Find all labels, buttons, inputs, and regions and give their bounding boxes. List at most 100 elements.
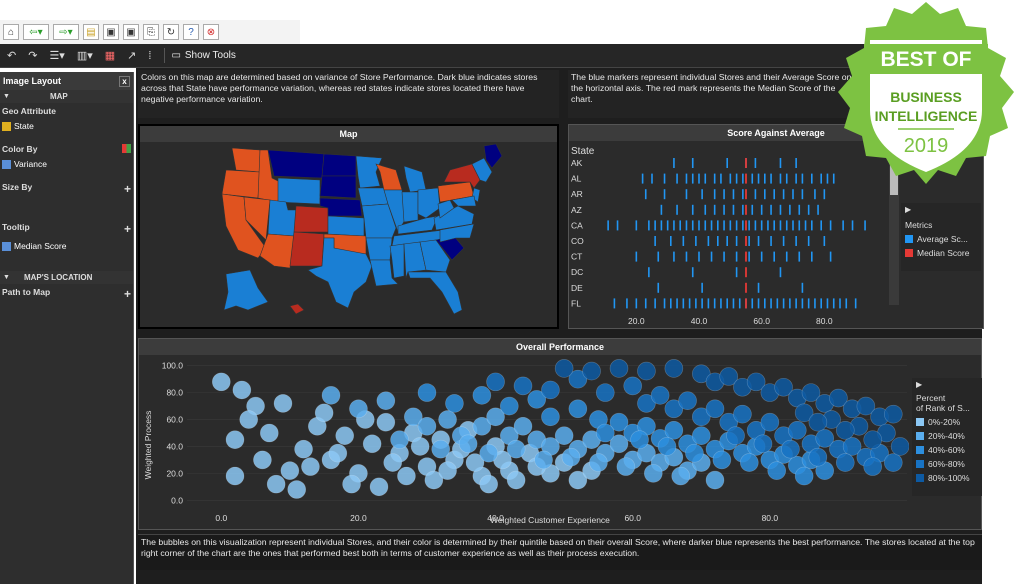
store-marker[interactable] [832,298,835,309]
back-icon[interactable]: ⇦▾ [23,24,49,40]
store-marker[interactable] [704,220,707,231]
store-marker[interactable] [691,158,694,168]
store-bubble[interactable] [239,410,259,429]
store-bubble[interactable] [835,453,855,472]
store-bubble[interactable] [664,359,684,378]
store-marker[interactable] [754,158,757,168]
store-bubble[interactable] [808,447,828,467]
store-bubble[interactable] [753,434,773,454]
refresh-icon[interactable]: ↻ [163,24,179,40]
save-as-icon[interactable]: ▣ [123,24,139,40]
store-bubble[interactable] [568,369,588,389]
store-marker[interactable] [682,236,685,246]
store-marker[interactable] [760,204,763,215]
store-bubble[interactable] [506,439,526,459]
store-marker[interactable] [826,298,829,309]
store-marker[interactable] [823,236,826,246]
undo-icon[interactable]: ↶ [7,50,17,62]
store-marker[interactable] [726,236,728,246]
color-picker-icon[interactable] [122,144,131,153]
store-marker[interactable] [644,189,647,200]
store-marker[interactable] [742,204,744,215]
store-marker[interactable] [851,220,854,231]
store-marker[interactable] [651,173,653,184]
store-bubble[interactable] [424,470,444,490]
store-marker[interactable] [616,220,619,231]
store-marker[interactable] [710,251,713,262]
redo-icon[interactable]: ↷ [28,50,38,62]
store-marker[interactable] [757,282,760,293]
state-wv[interactable] [437,199,455,219]
store-bubble[interactable] [527,390,547,409]
store-bubble[interactable] [321,386,341,405]
state-me[interactable] [483,143,503,169]
store-marker[interactable] [779,204,782,215]
store-marker[interactable] [685,173,688,184]
store-marker[interactable] [682,298,685,309]
store-marker[interactable] [735,173,738,184]
store-marker[interactable] [720,173,722,184]
store-marker[interactable] [688,298,691,309]
store-bubble[interactable] [630,430,649,450]
store-marker[interactable] [807,204,810,215]
store-bubble[interactable] [835,421,855,440]
store-marker[interactable] [720,298,722,309]
store-marker[interactable] [764,189,766,200]
store-bubble[interactable] [616,457,636,476]
store-marker[interactable] [673,220,675,231]
store-bubble[interactable] [609,434,629,454]
store-marker[interactable] [801,173,804,184]
store-bubble[interactable] [328,443,348,463]
state-mi[interactable] [403,165,427,193]
legend-item[interactable]: 40%-60% [916,445,978,455]
state-nd[interactable] [321,153,357,177]
performance-panel[interactable]: Overall Performance Weighted Process Wei… [138,338,982,530]
store-bubble[interactable] [362,434,382,454]
store-bubble[interactable] [390,430,409,450]
save-icon[interactable]: ▣ [103,24,119,40]
store-marker[interactable] [695,298,697,309]
store-bubble[interactable] [739,453,759,472]
store-marker[interactable] [779,158,782,168]
store-bubble[interactable] [595,423,615,443]
color-by-item[interactable]: Variance [0,157,133,171]
store-marker[interactable] [770,204,772,215]
add-tooltip-icon[interactable]: + [123,222,131,236]
store-marker[interactable] [691,173,694,184]
store-bubble[interactable] [287,480,307,499]
state-mn[interactable] [355,155,383,189]
store-marker[interactable] [789,298,791,309]
store-bubble[interactable] [691,364,711,384]
store-bubble[interactable] [746,372,766,392]
store-marker[interactable] [742,189,744,200]
store-bubble[interactable] [294,439,313,459]
store-marker[interactable] [751,204,754,215]
median-marker[interactable] [745,251,747,262]
store-bubble[interactable] [445,394,464,413]
store-marker[interactable] [704,173,707,184]
store-marker[interactable] [798,251,801,262]
store-marker[interactable] [648,267,650,278]
store-bubble[interactable] [438,410,457,429]
store-marker[interactable] [732,298,735,309]
store-marker[interactable] [814,298,816,309]
state-az[interactable] [259,233,295,269]
store-bubble[interactable] [554,359,574,378]
store-bubble[interactable] [458,434,478,454]
store-marker[interactable] [673,251,675,262]
state-nm[interactable] [289,231,325,267]
state-new-england[interactable] [471,157,493,183]
store-bubble[interactable] [609,412,629,432]
store-marker[interactable] [713,173,716,184]
state-ms[interactable] [389,243,405,279]
state-fl[interactable] [407,271,463,315]
store-marker[interactable] [795,158,797,168]
store-bubble[interactable] [794,466,814,486]
store-bubble[interactable] [335,426,355,445]
store-bubble[interactable] [801,383,821,402]
store-marker[interactable] [717,220,719,231]
store-bubble[interactable] [232,380,252,400]
store-bubble[interactable] [637,361,656,381]
geo-attribute-item[interactable]: State [0,119,133,133]
median-marker[interactable] [745,173,747,184]
